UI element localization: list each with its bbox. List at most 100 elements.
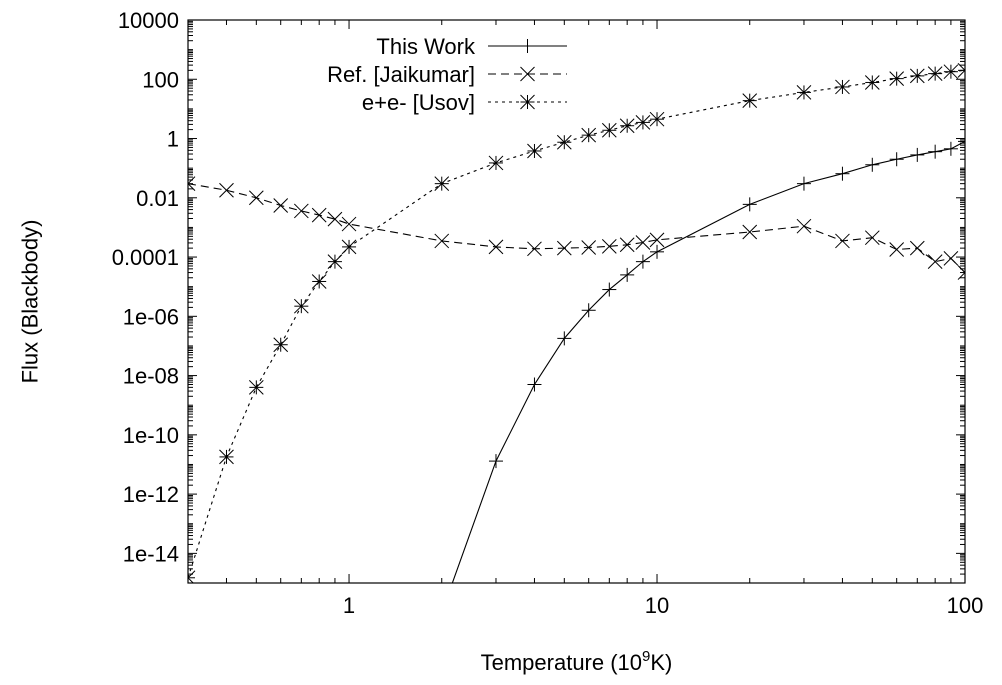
y-tick-label: 0.0001: [112, 245, 179, 270]
series-point: [620, 267, 635, 282]
y-tick-label: 1: [167, 127, 179, 152]
y-tick-label: 100: [142, 67, 179, 92]
y-tick-label: 1e-06: [123, 304, 179, 329]
series-point: [527, 143, 542, 159]
series-point: [527, 377, 542, 392]
series-point: [742, 224, 758, 240]
series-point: [311, 207, 327, 223]
series-point: [649, 111, 665, 127]
y-axis: 10000 100 1 0.01 0.0001 1e-06 1e-08 1e-10 1e-12 1…: [112, 8, 965, 584]
series-point: [434, 176, 450, 192]
y-tick-label: 1e-10: [123, 423, 179, 448]
series-point: [293, 298, 309, 314]
x-axis-title-prefix: Temperature (10: [481, 650, 642, 675]
series-point: [619, 237, 635, 253]
series-point: [581, 127, 597, 143]
y-tick-label: 1e-14: [123, 541, 179, 566]
series-point: [927, 66, 943, 81]
x-axis-title-superscript: 9: [642, 648, 650, 665]
series-point: [889, 71, 905, 86]
series-point: [273, 198, 289, 213]
series-point: [581, 303, 596, 318]
legend-marker: [520, 66, 535, 82]
series-point: [488, 454, 503, 469]
legend: This Work Ref. [Jaikumar] e+e- [Usov]: [327, 34, 567, 115]
series-point: [581, 240, 597, 255]
series-point: [601, 122, 617, 138]
plot-frame: [187, 19, 966, 584]
series-point: [434, 233, 450, 249]
series-line: [188, 183, 965, 273]
series-point: [341, 239, 357, 255]
series-point: [273, 337, 289, 353]
series-point: [796, 85, 812, 100]
series-point: [835, 233, 850, 249]
y-tick-label: 1e-12: [123, 482, 179, 507]
series-point: [864, 75, 880, 90]
series-point: [557, 331, 572, 346]
series-point: [835, 166, 850, 181]
series-point: [556, 134, 572, 150]
series-point: [943, 141, 958, 156]
series-point: [635, 254, 650, 269]
series-point: [341, 216, 357, 232]
x-tick-label: 100: [947, 593, 984, 618]
series-point: [527, 241, 542, 257]
plot-lines: [188, 69, 965, 583]
series-point: [488, 155, 504, 171]
series-point: [327, 254, 343, 269]
series-point: [219, 449, 234, 465]
x-axis-title: Temperature (109K): [481, 648, 673, 675]
series-point: [619, 118, 635, 134]
series-point: [635, 235, 651, 250]
series-point: [248, 190, 264, 206]
series-point: [865, 157, 880, 172]
series-point: [311, 274, 327, 289]
series-point: [649, 232, 665, 248]
series-point: [864, 230, 880, 246]
series-point: [742, 93, 758, 108]
series-point: [742, 197, 757, 212]
x-tick-label: 1: [343, 593, 355, 618]
series-point: [650, 244, 665, 259]
y-tick-label: 1e-08: [123, 364, 179, 389]
series-point: [635, 115, 651, 130]
series-point: [909, 68, 925, 84]
series-point: [327, 211, 343, 227]
legend-label: Ref. [Jaikumar]: [327, 62, 475, 87]
legend-label: This Work: [376, 34, 476, 59]
series-point: [219, 182, 234, 198]
series-point: [943, 64, 959, 80]
series-point: [188, 176, 196, 192]
series-point: [796, 176, 811, 191]
series-point: [957, 265, 965, 280]
series-point: [889, 152, 904, 167]
series-point: [909, 240, 925, 256]
series-point: [602, 282, 617, 297]
series-point: [435, 606, 449, 620]
series-point: [927, 254, 943, 269]
series-point: [796, 218, 812, 234]
series-point: [928, 144, 943, 159]
legend-marker: [520, 94, 535, 110]
y-axis-title: Flux (Blackbody): [18, 220, 43, 384]
y-tick-label: 0.01: [136, 186, 179, 211]
series-point: [943, 251, 959, 266]
series-point: [248, 380, 264, 395]
series-point: [601, 238, 617, 254]
series-point: [556, 240, 572, 256]
y-tick-label: 10000: [118, 8, 179, 33]
series-point: [889, 242, 905, 257]
series-point: [293, 203, 309, 219]
x-tick-label: 10: [645, 593, 669, 618]
series-point: [488, 239, 504, 255]
legend-marker: [520, 39, 535, 53]
x-axis: 1 10 100: [187, 20, 984, 618]
series-point: [835, 79, 850, 95]
series-line: [188, 69, 965, 578]
series-line: [451, 140, 965, 583]
legend-label: e+e- [Usov]: [362, 90, 475, 115]
x-axis-title-suffix: K): [650, 650, 672, 675]
plot-markers: [188, 62, 965, 620]
